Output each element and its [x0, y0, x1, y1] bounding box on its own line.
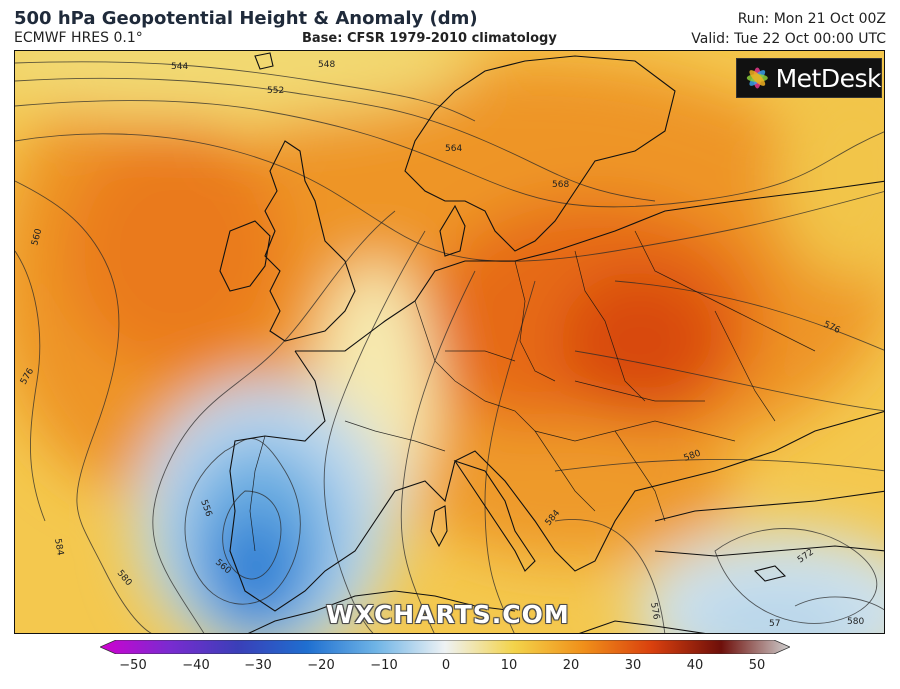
- contour-label-576-southeast: 576: [648, 602, 661, 621]
- coastlines: [219, 52, 884, 633]
- colorbar-label-50: 50: [748, 658, 766, 673]
- colorbar-label-20: 20: [562, 658, 580, 673]
- wxcharts-watermark: WXCHARTS.COM: [326, 600, 570, 629]
- map-canvas: 544 548 552 564 568 560 576 576 580 584 …: [15, 51, 884, 633]
- anomaly-colorbar: [100, 640, 790, 654]
- colorbar-label-minus-10: −10: [370, 658, 398, 673]
- contour-label-568: 568: [552, 180, 569, 190]
- contour-label-544: 544: [171, 62, 188, 72]
- height-contours: [15, 61, 884, 633]
- contour-label-564: 564: [445, 144, 462, 154]
- contour-label-552: 552: [267, 86, 284, 96]
- contour-label-548: 548: [318, 60, 335, 70]
- metdesk-logo: MetDesk: [736, 58, 882, 98]
- model-label: ECMWF HRES 0.1°: [14, 30, 143, 46]
- chart-title: 500 hPa Geopotential Height & Anomaly (d…: [14, 8, 478, 29]
- colorbar-label-40: 40: [686, 658, 704, 673]
- anomaly-map: 544 548 552 564 568 560 576 576 580 584 …: [14, 50, 885, 634]
- contour-label-580-southeast: 580: [847, 617, 864, 627]
- colorbar-label-0: 0: [441, 658, 451, 673]
- colorbar-label-minus-20: −20: [307, 658, 335, 673]
- climatology-base-label: Base: CFSR 1979-2010 climatology: [302, 31, 557, 46]
- anomaly-field: [15, 51, 884, 633]
- metdesk-logo-icon: [746, 67, 768, 89]
- colorbar-labels: −50 −40 −30 −20 −10 0 10 20 30 40 50: [0, 658, 900, 678]
- colorbar-label-minus-30: −30: [244, 658, 272, 673]
- country-borders: [249, 230, 816, 552]
- metdesk-logo-text: MetDesk: [775, 63, 882, 93]
- colorbar-label-10: 10: [500, 658, 518, 673]
- colorbar-label-30: 30: [624, 658, 642, 673]
- valid-time-label: Valid: Tue 22 Oct 00:00 UTC: [691, 31, 886, 47]
- run-time-label: Run: Mon 21 Oct 00Z: [737, 11, 886, 27]
- colorbar-label-minus-50: −50: [119, 658, 147, 673]
- contour-label-584-west: 584: [52, 538, 65, 557]
- colorbar-label-minus-40: −40: [182, 658, 210, 673]
- contour-label-560-west: 560: [30, 227, 44, 246]
- contour-label-57-southeast: 57: [769, 619, 780, 629]
